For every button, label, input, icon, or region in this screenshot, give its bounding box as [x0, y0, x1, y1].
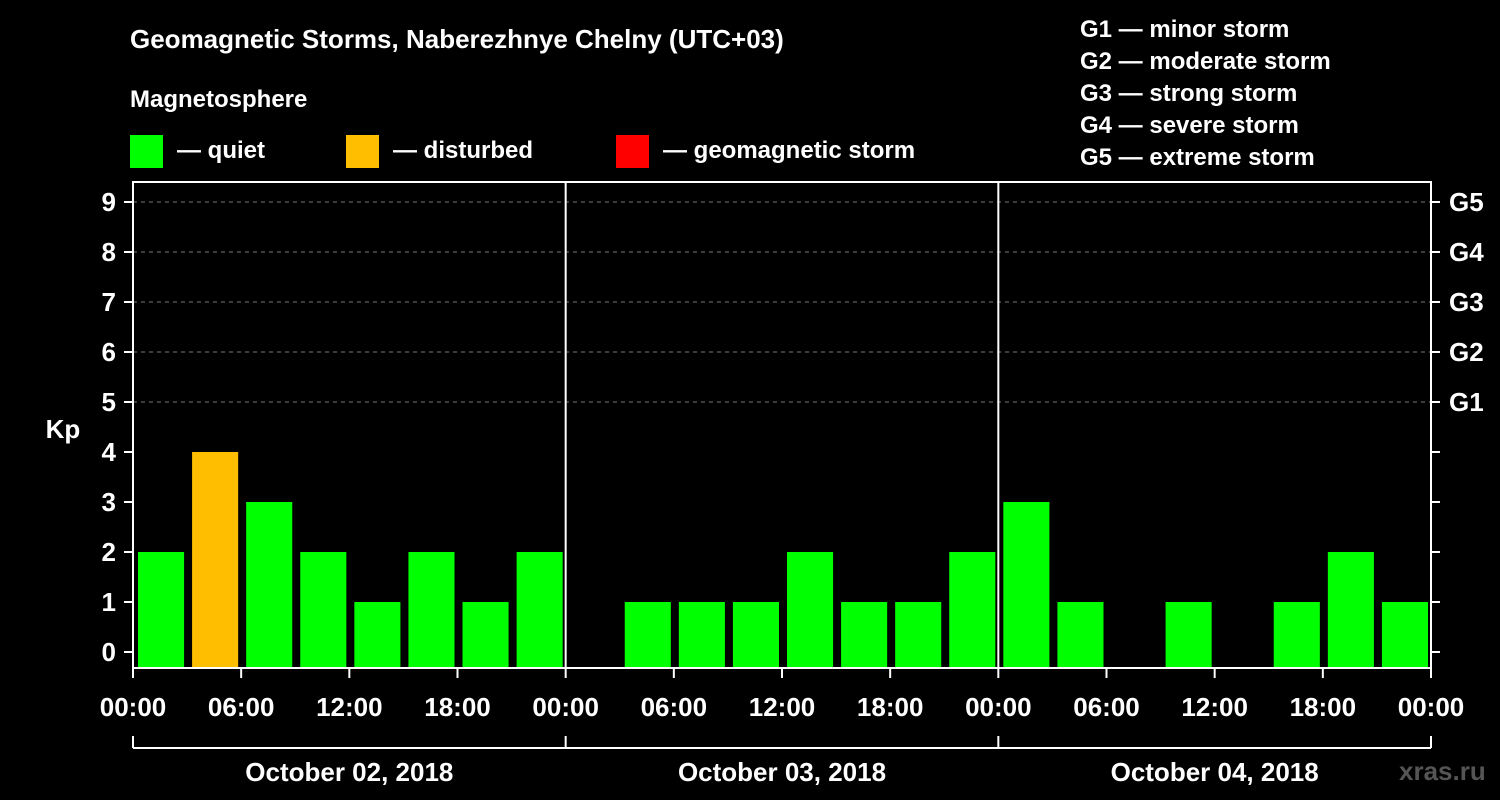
- kp-bar: [192, 452, 239, 668]
- storm-scale-g2: G2 — moderate storm: [1080, 48, 1331, 75]
- y-tick-label: 5: [102, 387, 116, 417]
- chart-title: Geomagnetic Storms, Naberezhnye Chelny (…: [130, 24, 784, 54]
- y-tick-label: 1: [102, 587, 116, 617]
- kp-bar: [1165, 602, 1212, 668]
- g-level-label: G3: [1449, 287, 1484, 317]
- legend-quiet-swatch: [130, 134, 163, 168]
- kp-bar: [1381, 602, 1428, 668]
- kp-bar: [138, 552, 185, 668]
- kp-bar: [732, 602, 779, 668]
- kp-bar: [949, 552, 996, 668]
- legend-quiet-label: — quiet: [177, 137, 265, 164]
- x-tick-label: 00:00: [1398, 692, 1465, 722]
- legend-storm: — geomagnetic storm: [616, 134, 915, 168]
- day-label: October 03, 2018: [678, 757, 886, 787]
- legend-storm-label: — geomagnetic storm: [663, 137, 916, 164]
- g-level-label: G1: [1449, 387, 1484, 417]
- y-tick-label: 0: [102, 637, 116, 667]
- x-tick-label: 18:00: [857, 692, 924, 722]
- x-tick-label: 18:00: [424, 692, 491, 722]
- kp-bar: [841, 602, 888, 668]
- legend-disturbed-label: — disturbed: [393, 137, 534, 164]
- kp-bar: [678, 602, 725, 668]
- storm-scale-g5: G5 — extreme storm: [1080, 144, 1315, 171]
- y-tick-label: 2: [102, 537, 116, 567]
- watermark: xras.ru: [1399, 756, 1486, 786]
- g-level-label: G2: [1449, 337, 1484, 367]
- x-tick-label: 12:00: [316, 692, 383, 722]
- x-tick-label: 12:00: [1181, 692, 1248, 722]
- y-tick-label: 9: [102, 187, 116, 217]
- x-tick-label: 06:00: [1073, 692, 1140, 722]
- storm-scale-legend: G1 — minor storm G2 — moderate storm G3 …: [1080, 14, 1331, 174]
- magnetosphere-subtitle: Magnetosphere: [130, 86, 308, 113]
- storm-scale-g4: G4 — severe storm: [1080, 112, 1299, 139]
- x-tick-label: 00:00: [965, 692, 1032, 722]
- y-tick-label: 8: [102, 237, 116, 267]
- y-tick-label: 6: [102, 337, 116, 367]
- y-axis-label: Kp: [46, 414, 81, 444]
- x-tick-label: 06:00: [641, 692, 708, 722]
- kp-bar: [516, 552, 563, 668]
- x-tick-label: 00:00: [532, 692, 599, 722]
- kp-bar: [300, 552, 347, 668]
- day-label: October 02, 2018: [245, 757, 453, 787]
- x-tick-label: 18:00: [1290, 692, 1357, 722]
- g-level-label: G4: [1449, 237, 1484, 267]
- x-tick-label: 00:00: [100, 692, 167, 722]
- g-level-label: G5: [1449, 187, 1484, 217]
- legend-disturbed: — disturbed: [346, 134, 533, 168]
- kp-bar: [895, 602, 942, 668]
- y-tick-label: 3: [102, 487, 116, 517]
- kp-bar: [1057, 602, 1104, 668]
- storm-scale-g1: G1 — minor storm: [1080, 16, 1290, 43]
- legend-storm-swatch: [616, 134, 649, 168]
- kp-bar: [624, 602, 671, 668]
- kp-bar: [787, 552, 834, 668]
- day-label: October 04, 2018: [1111, 757, 1319, 787]
- kp-bar: [408, 552, 455, 668]
- storm-scale-g3: G3 — strong storm: [1080, 80, 1298, 107]
- kp-bar: [1273, 602, 1320, 668]
- y-tick-label: 7: [102, 287, 116, 317]
- x-tick-label: 06:00: [208, 692, 275, 722]
- kp-bar: [462, 602, 509, 668]
- kp-bar: [1327, 552, 1374, 668]
- x-tick-label: 12:00: [749, 692, 816, 722]
- legend-disturbed-swatch: [346, 134, 379, 168]
- kp-bar: [246, 502, 293, 668]
- legend-quiet: — quiet: [130, 134, 265, 168]
- kp-bar: [1003, 502, 1050, 668]
- kp-bar: [354, 602, 401, 668]
- y-tick-label: 4: [102, 437, 117, 467]
